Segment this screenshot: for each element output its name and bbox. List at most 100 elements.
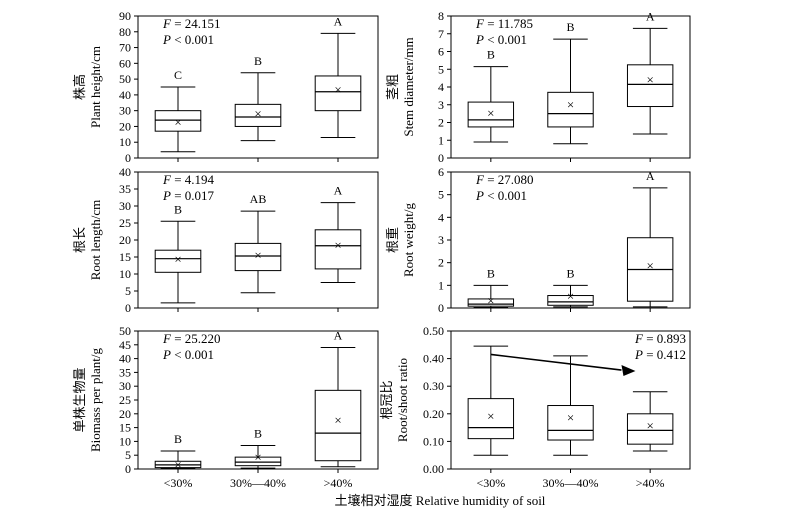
box-2: ×A <box>314 14 362 138</box>
box-1: ×B <box>234 427 282 469</box>
box-0: ×B <box>154 432 202 472</box>
y-tick-label: 30 <box>119 199 131 213</box>
y-tick-label: 35 <box>119 365 131 379</box>
y-tick-label: 4 <box>438 210 444 224</box>
y-tick-label: 3 <box>438 98 444 112</box>
significance-letter: A <box>646 9 655 23</box>
mean-marker: × <box>487 293 494 308</box>
stat-p: P < 0.001 <box>475 32 527 47</box>
significance-letter: A <box>334 14 343 28</box>
y-tick-label: 10 <box>119 135 131 149</box>
mean-marker: × <box>254 106 261 121</box>
y-tick-label: 50 <box>119 72 131 86</box>
stat-p: P = 0.017 <box>162 188 215 203</box>
y-tick-label: 10 <box>119 267 131 281</box>
mean-marker: × <box>646 72 653 87</box>
significance-letter: B <box>566 266 574 280</box>
y-tick-label: 30 <box>119 104 131 118</box>
y-axis-label-cn: 根重 <box>385 227 400 253</box>
y-tick-label: 80 <box>119 25 131 39</box>
box-1: × AB <box>234 192 282 294</box>
panel-root-shoot-ratio: 0.00 0.10 0.20 0.30 0.40 0.50 根冠比 Root/shoot ra… <box>379 324 691 490</box>
y-axis-label-en: Root/shoot ratio <box>395 358 410 442</box>
mean-marker: × <box>174 251 181 266</box>
y-tick-label: 20 <box>119 233 131 247</box>
iqr-box <box>547 405 594 441</box>
box-0: ×B <box>467 48 515 143</box>
significance-letter: A <box>334 184 343 198</box>
iqr-box <box>314 75 362 112</box>
significance-letter: C <box>174 68 182 82</box>
y-tick-label: 0 <box>438 301 444 315</box>
y-tick-label: 0 <box>125 151 131 165</box>
stat-p: P = 0.412 <box>634 347 686 362</box>
significance-letter: B <box>174 202 182 216</box>
iqr-box <box>467 298 515 307</box>
box-2: ×A <box>314 329 362 468</box>
y-tick-label: 0.40 <box>423 352 444 366</box>
significance-letter: A <box>334 329 343 343</box>
mean-marker: × <box>487 106 494 121</box>
significance-letter: A <box>646 169 655 183</box>
y-tick-label: 25 <box>119 393 131 407</box>
y-axis-label-cn: 根长 <box>72 227 87 253</box>
stat-p: P < 0.001 <box>162 347 214 362</box>
mean-marker: × <box>567 289 574 304</box>
mean-marker: × <box>567 97 574 112</box>
mean-marker: × <box>646 418 653 433</box>
x-tick-label: >40% <box>636 476 665 490</box>
y-tick-label: 2 <box>438 116 444 130</box>
significance-letter: AB <box>250 192 267 206</box>
y-tick-label: 20 <box>119 407 131 421</box>
stat-f: F = 11.785 <box>475 16 533 31</box>
iqr-box <box>626 64 674 108</box>
box-1: ×B <box>547 266 594 308</box>
box-2: × <box>626 391 674 452</box>
box-2: ×A <box>626 9 674 135</box>
mean-marker: × <box>254 449 261 464</box>
iqr-box <box>154 249 202 273</box>
y-tick-label: 20 <box>119 119 131 133</box>
y-tick-label: 15 <box>119 421 131 435</box>
y-tick-label: 6 <box>438 45 444 59</box>
box-0: ×B <box>154 202 202 304</box>
y-tick-label: 10 <box>119 434 131 448</box>
mean-marker: × <box>334 237 341 252</box>
box-2: ×A <box>626 169 674 308</box>
box-1: ×B <box>547 20 594 145</box>
stat-f: F = 27.080 <box>475 172 534 187</box>
y-tick-label: 30 <box>119 379 131 393</box>
box-2: ×A <box>314 184 362 283</box>
y-axis-label-cn: 株高 <box>72 74 87 100</box>
y-axis-label-en: Plant height/cm <box>88 46 103 128</box>
y-tick-label: 0.10 <box>423 434 444 448</box>
x-tick-label: 30%—40% <box>230 476 286 490</box>
iqr-box <box>547 91 594 128</box>
y-axis-label-cn: 单株生物量 <box>72 367 87 432</box>
y-tick-label: 45 <box>119 338 131 352</box>
trend-arrow-head <box>621 365 636 377</box>
y-tick-label: 0.30 <box>423 379 444 393</box>
stat-f: F = 25.220 <box>162 331 221 346</box>
y-tick-label: 5 <box>125 448 131 462</box>
y-tick-label: 90 <box>119 9 131 23</box>
y-tick-label: 6 <box>438 165 444 179</box>
y-tick-label: 7 <box>438 27 444 41</box>
iqr-box <box>467 101 515 128</box>
iqr-box <box>154 110 202 132</box>
y-tick-label: 5 <box>438 188 444 202</box>
stat-f: F = 0.893 <box>634 331 686 346</box>
x-tick-label: <30% <box>164 476 193 490</box>
y-tick-label: 0.50 <box>423 324 444 338</box>
box-0: ×B <box>467 266 515 308</box>
y-tick-label: 8 <box>438 9 444 23</box>
y-tick-label: 1 <box>438 133 444 147</box>
y-axis-label-en: Root weight/g <box>401 202 416 277</box>
y-axis-label-en: Biomass per plant/g <box>88 348 103 452</box>
